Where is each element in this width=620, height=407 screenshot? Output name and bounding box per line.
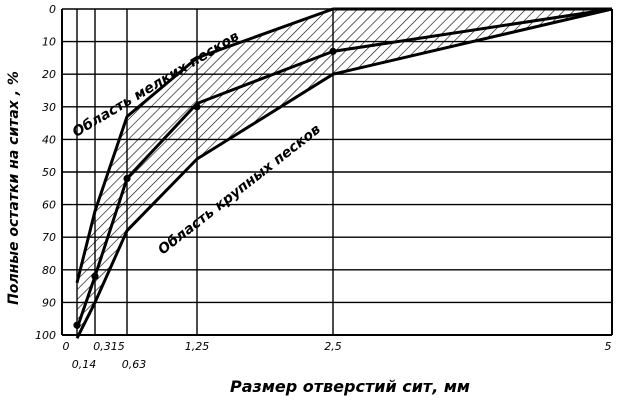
marker-point-5 xyxy=(329,47,337,55)
y-tick-label-100: 100 xyxy=(35,329,56,342)
curve-1 xyxy=(75,7,612,284)
y-tick-label-10: 10 xyxy=(42,36,56,49)
data-markers xyxy=(73,47,337,329)
x-axis-label: Размер отверстий сит, мм xyxy=(230,377,470,396)
marker-point-4 xyxy=(193,103,201,111)
coarse-sand-region xyxy=(77,9,612,339)
curves xyxy=(75,7,613,339)
x-tick-label-0-14: 0,14 xyxy=(72,358,97,371)
x-tick-label-0-63: 0,63 xyxy=(122,358,147,371)
tick-labels: 0 10 20 30 40 50 60 70 80 90 100 0 0,315 1,25 2,5 5 0,14… xyxy=(35,3,612,371)
y-tick-label-70: 70 xyxy=(42,231,56,244)
y-axis-label: Полные остатки на ситах , % xyxy=(6,71,22,305)
marker-point-1 xyxy=(73,321,81,329)
curve-2 xyxy=(75,7,613,329)
y-tick-label-90: 90 xyxy=(42,296,56,309)
y-tick-label-60: 60 xyxy=(42,199,56,212)
marker-point-3 xyxy=(123,174,131,183)
x-tick-label-0-315: 0,315 xyxy=(93,340,125,353)
y-tick-label-20: 20 xyxy=(42,68,56,81)
marker-point-2 xyxy=(91,272,99,280)
y-tick-label-40: 40 xyxy=(42,133,56,146)
y-tick-label-0: 0 xyxy=(49,3,56,16)
x-tick-label-0: 0 xyxy=(63,340,70,353)
x-tick-label-1-25: 1,25 xyxy=(185,340,210,353)
x-tick-label-5: 5 xyxy=(605,340,612,353)
curve-3 xyxy=(75,7,613,339)
y-tick-label-80: 80 xyxy=(42,264,56,277)
y-tick-label-50: 50 xyxy=(42,166,56,179)
grid xyxy=(61,8,613,336)
fine-sand-region xyxy=(77,9,612,329)
hatched-areas xyxy=(77,9,612,339)
y-tick-label-30: 30 xyxy=(42,101,56,114)
x-tick-label-2-5: 2,5 xyxy=(324,340,342,353)
